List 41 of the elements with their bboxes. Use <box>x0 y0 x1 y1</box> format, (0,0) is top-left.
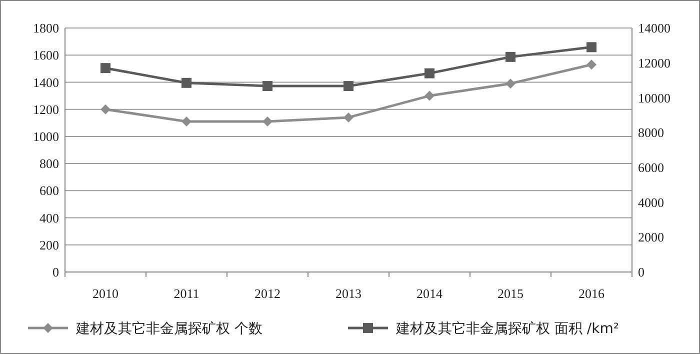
y-tick-label: 400 <box>40 210 59 226</box>
point <box>586 60 596 70</box>
x-tick-label: 2010 <box>92 286 118 301</box>
y-tick-label: 200 <box>40 237 59 252</box>
y-tick-label: 1400 <box>33 74 59 90</box>
y-tick-label: 1200 <box>33 102 59 117</box>
y2-tick-label: 2000 <box>638 230 664 245</box>
y-tick-label: 0 <box>52 264 59 280</box>
point <box>262 116 272 127</box>
point <box>262 81 272 92</box>
y2-tick-label: 6000 <box>638 160 664 175</box>
point <box>424 90 434 101</box>
y-tick-label: 600 <box>40 183 59 198</box>
legend-label: 建材及其它非金属探矿权 个数 <box>75 320 262 337</box>
x-tick-label: 2014 <box>416 286 443 301</box>
point <box>344 81 354 92</box>
point <box>506 52 516 62</box>
point <box>182 78 192 88</box>
y2-tick-label: 14000 <box>638 20 670 36</box>
point <box>100 63 110 74</box>
y2-tick-label: 4000 <box>638 194 664 210</box>
x-tick-label: 2013 <box>336 286 362 301</box>
point <box>506 78 516 89</box>
y-tick-label: 1000 <box>33 128 59 144</box>
y-tick-label: 800 <box>40 156 59 172</box>
y-tick-label: 1800 <box>33 20 59 36</box>
x-tick-label: 2011 <box>174 286 200 301</box>
x-tick-label: 2012 <box>254 286 280 301</box>
point <box>182 116 192 127</box>
x-tick-label: 2015 <box>498 286 524 301</box>
point <box>424 68 434 78</box>
x-tick-label: 2016 <box>578 286 605 301</box>
y2-tick-label: 0 <box>638 264 644 280</box>
y-tick-label: 1600 <box>33 48 59 63</box>
y2-tick-label: 10000 <box>638 90 670 106</box>
y2-tick-label: 12000 <box>638 55 670 70</box>
point <box>344 112 354 122</box>
point <box>586 42 596 52</box>
y2-tick-label: 8000 <box>638 125 664 140</box>
legend-label: 建材及其它非金属探矿权 面积 /km² <box>395 320 619 337</box>
point <box>100 104 110 114</box>
